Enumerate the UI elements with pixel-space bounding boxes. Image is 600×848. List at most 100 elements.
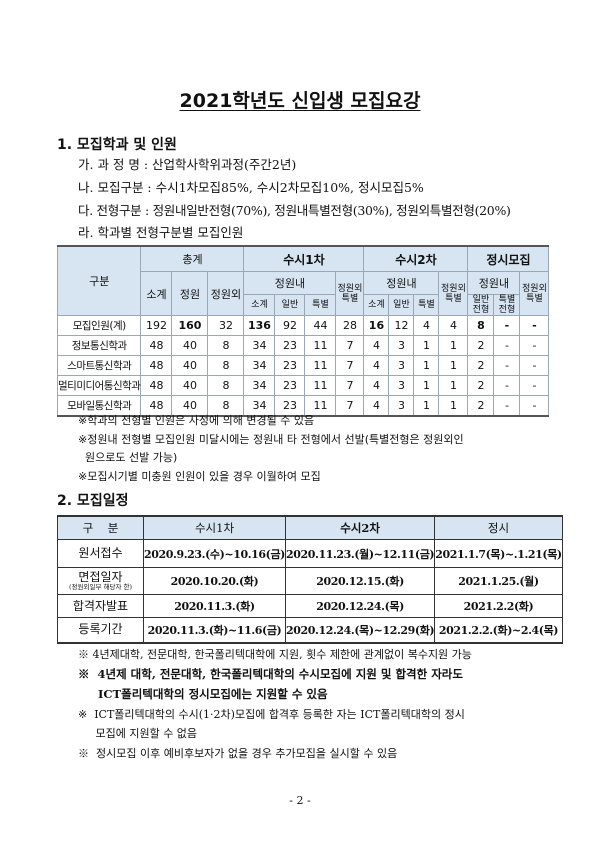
schedule-note-4: ※ 정시모집 이후 예비후보자가 없을 경우 추가모집을 실시할 수 있음 — [78, 747, 398, 760]
table-row: 멀티미디어통신학과 48 40 8 34 23 11 7 4 3 1 1 2- - — [56, 375, 550, 396]
schedule-cell: 2020.12.15.(화) — [284, 567, 436, 595]
header-susi1-outside-special: 정원외 특별 — [335, 271, 365, 316]
table-cell: 3 — [388, 335, 415, 356]
table-cell: - — [519, 335, 550, 356]
table-cell: 136 — [243, 315, 276, 336]
section2-heading: 2. 모집일정 — [57, 493, 129, 509]
page-number: - 2 - — [289, 794, 311, 807]
table-cell: 40 — [171, 335, 209, 356]
header-gubun: 구분 — [56, 245, 142, 316]
table-cell: 1 — [413, 375, 440, 396]
table-cell: 7 — [335, 375, 365, 396]
course-name-line: 가. 과 정 명 : 산업학사학위과정(주간2년) — [78, 157, 297, 172]
table-cell: - — [493, 355, 521, 376]
schedule-note-3-cont: 모집에 지원할 수 없음 — [78, 727, 198, 740]
row-label: 모집인원(계) — [56, 315, 142, 336]
table-cell: 2 — [467, 355, 495, 376]
header-total-outside: 정원외 — [207, 271, 245, 316]
schedule-header-jeongsi: 정시 — [434, 515, 563, 540]
table-row: 스마트통신학과 48 40 8 34 23 11 7 4 3 1 1 2- - — [56, 355, 550, 376]
quota-note-2-cont: 원으로도 선발 가능) — [78, 451, 178, 464]
table-cell: 40 — [171, 375, 209, 396]
table-cell: 40 — [171, 355, 209, 376]
row-label: 정보통신학과 — [56, 335, 142, 356]
table-row: 모바일통신학과 48 40 8 34 23 11 7 4 3 1 1 2- - — [56, 395, 550, 417]
table-cell: 192 — [140, 315, 173, 336]
table-cell: 48 — [140, 335, 173, 356]
table-cell: 34 — [243, 375, 276, 396]
schedule-note-2-cont: ICT폴리텍대학의 정시모집에는 지원할 수 있음 — [78, 687, 328, 701]
table-cell: 2 — [467, 375, 495, 396]
schedule-note-2: ※ 4년제 대학, 전문대학, 한국폴리텍대학의 수시모집에 지원 및 합격한 … — [78, 667, 463, 681]
quota-note-2: ※정원내 전형별 모집인원 미달시에는 정원내 타 전형에서 선발(특별전형은 … — [78, 433, 464, 446]
table-cell: 11 — [304, 335, 337, 356]
header-susi1-within: 정원내 — [243, 271, 337, 295]
header-jeongsi-within: 정원내 — [467, 271, 521, 295]
table-cell: 11 — [304, 375, 337, 396]
dept-quota-line: 라. 학과별 전형구분별 모집인원 — [78, 225, 244, 240]
table-cell: 34 — [243, 395, 276, 417]
schedule-row: 합격자발표 2020.11.3.(화) 2020.12.24.(목) 2021.2.2… — [57, 594, 563, 618]
table-row: 모집인원(계) 192 160 32 136 92 44 28 16 12 4 4 8- - — [56, 315, 550, 336]
header-total-quota: 정원 — [171, 271, 209, 316]
table-cell: 1 — [438, 355, 469, 376]
header-susi2: 수시2차 — [363, 245, 469, 272]
row-label: 멀티미디어통신학과 — [56, 375, 142, 396]
table-cell: 3 — [388, 395, 415, 417]
table-cell: 23 — [274, 375, 306, 396]
schedule-cell: 2021.1.25.(월) — [434, 567, 563, 595]
table-cell: 2 — [467, 395, 495, 417]
admission-type-line: 나. 모집구분 : 수시1차모집85%, 수시2차모집10%, 정시모집5% — [78, 180, 424, 195]
schedule-cell: 2020.11.23.(월)~12.11(금) — [284, 539, 436, 568]
quota-note-3: ※모집시기별 미충원 인원이 있을 경우 이월하여 모집 — [78, 470, 321, 483]
header-susi1-special: 특별 — [304, 294, 337, 316]
schedule-row-label: 원서접수 — [57, 539, 144, 568]
section1-heading: 1. 모집학과 및 인원 — [57, 137, 177, 153]
schedule-cell: 2021.1.7(목)~.1.21(목) — [434, 539, 563, 568]
table-cell: 4 — [363, 395, 390, 417]
table-cell: 44 — [304, 315, 337, 336]
header-jeongsi: 정시모집 — [467, 245, 550, 272]
table-cell: - — [519, 375, 550, 396]
table-cell: 1 — [438, 395, 469, 417]
table-cell: 8 — [467, 315, 495, 336]
quota-note-1: ※학과의 전형별 인원은 사정에 의해 변경될 수 있음 — [78, 414, 315, 427]
header-jeongsi-outside-special: 정원외 특별 — [519, 271, 550, 316]
quota-table: 구분 총계 수시1차 수시2차 정시모집 소계 정원 정원외 정원내 정원외 특… — [56, 245, 550, 417]
table-cell: - — [493, 375, 521, 396]
table-cell: 23 — [274, 395, 306, 417]
table-cell: 3 — [388, 375, 415, 396]
table-cell: - — [519, 315, 550, 336]
schedule-row: 등록기간 2020.11.3.(화)~11.6(금) 2020.12.24.(목)~… — [57, 617, 563, 643]
table-cell: 8 — [207, 355, 245, 376]
header-susi2-general: 일반 — [388, 294, 415, 316]
table-cell: 23 — [274, 335, 306, 356]
selection-type-line: 다. 전형구분 : 정원내일반전형(70%), 정원내특별전형(30%), 정원… — [78, 203, 511, 218]
table-cell: 7 — [335, 335, 365, 356]
header-total-subtotal: 소계 — [140, 271, 173, 316]
table-cell: 28 — [335, 315, 365, 336]
table-cell: 7 — [335, 355, 365, 376]
table-cell: 8 — [207, 375, 245, 396]
header-susi2-special: 특별 — [413, 294, 440, 316]
schedule-label-text: 원서접수 — [78, 546, 123, 560]
page-title: 2021학년도 신입생 모집요강 — [179, 90, 421, 112]
table-cell: 48 — [140, 375, 173, 396]
table-cell: 11 — [304, 355, 337, 376]
schedule-table: 구 분 수시1차 수시2차 정시 원서접수 2020.9.23.(수)~10.16… — [57, 515, 563, 644]
table-cell: - — [519, 355, 550, 376]
table-cell: - — [493, 395, 521, 417]
table-cell: 92 — [274, 315, 306, 336]
table-cell: 32 — [207, 315, 245, 336]
table-cell: 12 — [388, 315, 415, 336]
table-cell: 2 — [467, 335, 495, 356]
schedule-label-text: 합격자발표 — [72, 598, 129, 613]
header-total: 총계 — [140, 245, 245, 272]
table-cell: 3 — [388, 355, 415, 376]
table-cell: - — [493, 315, 521, 336]
row-label: 스마트통신학과 — [56, 355, 142, 376]
schedule-row-label: 합격자발표 — [57, 594, 144, 618]
schedule-cell: 2020.11.3.(화)~11.6(금) — [143, 617, 286, 643]
header-susi2-within: 정원내 — [363, 271, 440, 295]
schedule-cell: 2021.2.2.(화)~2.4(목) — [434, 617, 563, 643]
